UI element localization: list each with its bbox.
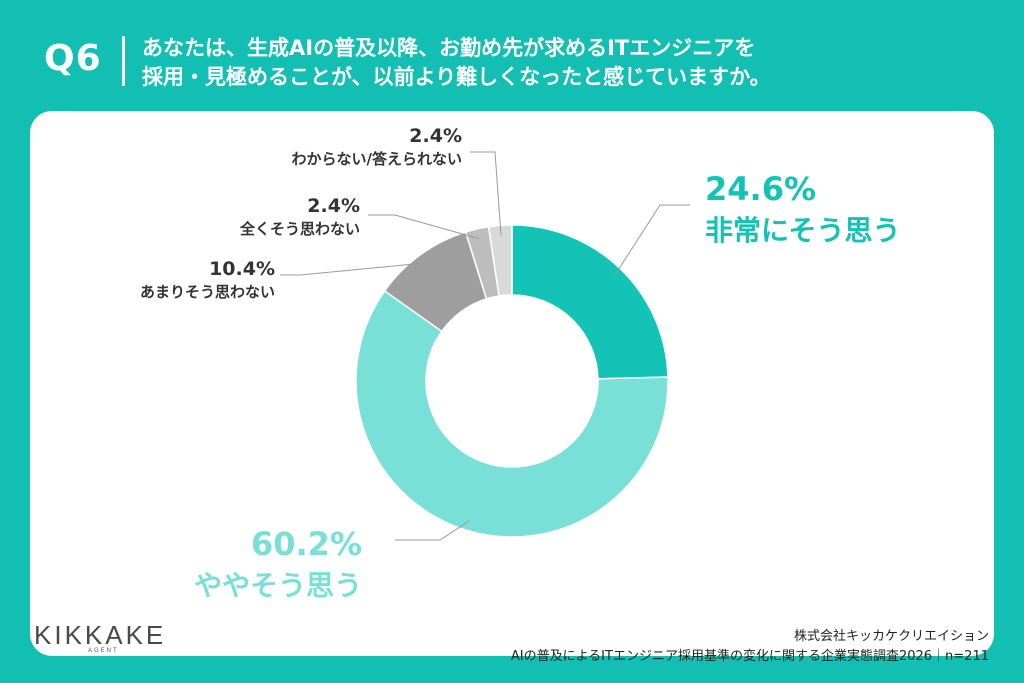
question-number: Q6 <box>44 38 102 79</box>
donut-slice-2 <box>355 289 669 538</box>
leader-line-2 <box>395 520 470 541</box>
leader-line-3 <box>280 262 427 276</box>
source-survey: AIの普及によるITエンジニア採用基準の変化に関する企業実態調査2026｜n=2… <box>510 649 989 664</box>
data-label-category-2: ややそう思う <box>194 569 362 602</box>
data-label-category-3: あまりそう思わない <box>140 283 275 301</box>
question-text: あなたは、生成AIの普及以降、お勤め先が求めるITエンジニアを 採用・見極めるこ… <box>142 34 771 92</box>
kikkake-logo: KIKKAKE <box>34 620 167 650</box>
data-label-value-4: 2.4% <box>307 195 360 217</box>
question-line-2: 採用・見極めることが、以前より難しくなったと感じていますか。 <box>142 65 771 89</box>
donut-slice-5 <box>487 224 513 297</box>
data-label-category-1: 非常にそう思う <box>705 214 900 247</box>
kikkake-logo-sub: AGENT <box>88 648 119 654</box>
header-divider <box>122 36 125 86</box>
data-label-category-5: わからない/答えられない <box>292 150 462 168</box>
question-line-1: あなたは、生成AIの普及以降、お勤め先が求めるITエンジニアを <box>142 36 756 60</box>
leader-line-4 <box>368 214 480 240</box>
source-company: 株式会社キッカケクリエイション <box>793 629 989 644</box>
leader-line-5 <box>470 151 502 236</box>
data-label-category-4: 全くそう思わない <box>239 220 360 238</box>
chart-card <box>30 111 994 656</box>
donut-slice-1 <box>511 224 669 380</box>
data-label-value-5: 2.4% <box>409 125 462 147</box>
data-label-value-3: 10.4% <box>209 258 275 280</box>
leader-line-1 <box>613 204 690 277</box>
data-label-value-2: 60.2% <box>251 525 362 563</box>
data-label-value-1: 24.6% <box>705 170 816 208</box>
